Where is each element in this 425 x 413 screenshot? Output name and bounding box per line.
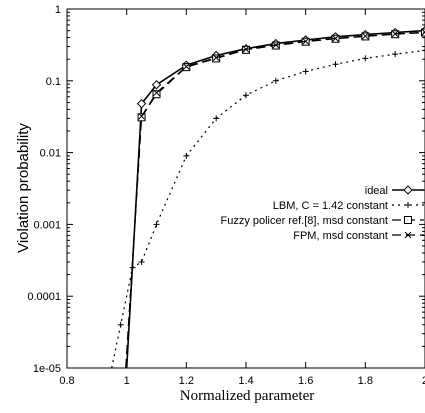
- x-tick-label: 1.2: [179, 375, 194, 387]
- x-tick-label: 0.8: [59, 375, 74, 387]
- y-tick-label: 0.001: [33, 219, 61, 231]
- x-tick-label: 1.4: [238, 375, 253, 387]
- y-axis-title: Violation probability: [15, 123, 32, 253]
- legend-label: Fuzzy policer ref.[8], msd constant: [220, 215, 388, 227]
- x-axis-title: Normalized parameter: [180, 388, 315, 404]
- y-tick-label: 1: [55, 4, 61, 16]
- series-layer: [112, 27, 425, 368]
- x-tick-label: 1.8: [358, 375, 373, 387]
- data-point: [118, 322, 124, 328]
- data-point: [213, 55, 220, 62]
- legend-marker: [405, 217, 412, 224]
- x-tick-label: 1: [124, 375, 130, 387]
- data-point: [333, 61, 339, 67]
- y-tick-label: 0.01: [40, 148, 61, 160]
- legend-marker: [404, 186, 412, 194]
- legend-label: LBM, C = 1.42 constant: [273, 200, 388, 212]
- data-point: [303, 68, 309, 74]
- data-point: [392, 51, 398, 57]
- data-point: [138, 114, 145, 121]
- legend-marker: [405, 202, 411, 208]
- y-tick-label: 0.1: [46, 76, 61, 88]
- y-tick-label: 0.0001: [27, 291, 61, 303]
- data-point: [243, 92, 249, 98]
- x-tick-label: 1.6: [298, 375, 313, 387]
- data-point: [213, 115, 219, 121]
- data-point: [273, 78, 279, 84]
- y-tick-label: 1e-05: [33, 363, 61, 375]
- data-point: [183, 153, 189, 159]
- data-point: [153, 91, 160, 98]
- data-point: [154, 221, 160, 227]
- data-point: [139, 259, 145, 265]
- data-point: [362, 55, 368, 61]
- legend-label: ideal: [365, 185, 388, 197]
- legend-label: FPM, msd constant: [293, 230, 388, 242]
